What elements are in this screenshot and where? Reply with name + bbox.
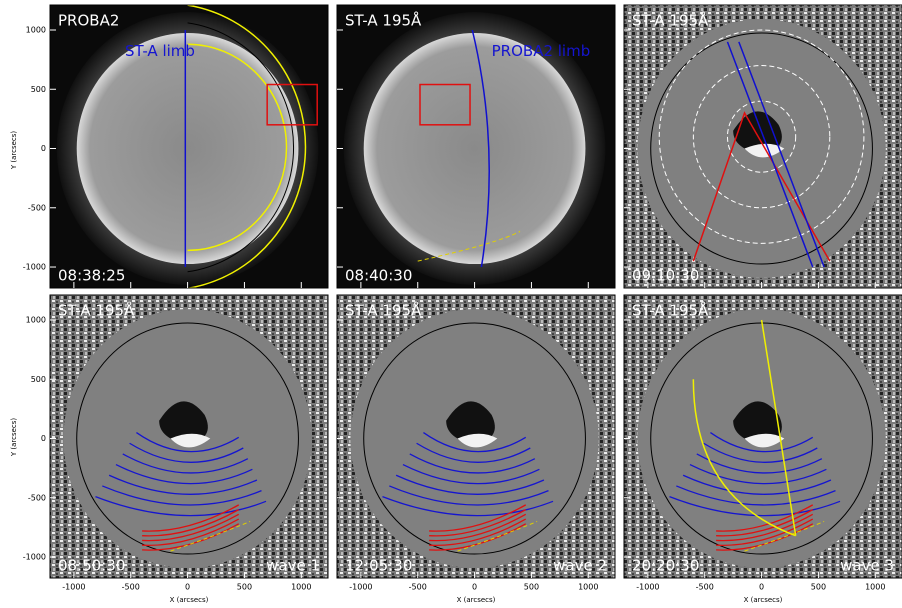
panel (337, 295, 615, 578)
x-tick-label: 0 (185, 583, 190, 592)
x-tick-label: 1000 (865, 583, 885, 592)
x-tick-label: 0 (472, 583, 477, 592)
x-tick-label: 1000 (291, 583, 311, 592)
y-tick-label: -500 (28, 203, 46, 212)
time-label: 08:50:30 (58, 557, 125, 575)
panel-label: ST-A 195Å (345, 301, 422, 320)
x-tick-label: 500 (524, 583, 539, 592)
panel-label: ST-A 195Å (345, 11, 422, 30)
y-tick-label: 1000 (26, 316, 46, 325)
panel-label: ST-A 195Å (58, 301, 135, 320)
limb-label: PROBA2 limb (492, 42, 591, 60)
y-tick-label: -500 (28, 493, 46, 502)
wave-label: wave 1 (266, 557, 320, 575)
x-tick-label: 500 (811, 583, 826, 592)
y-tick-label: 0 (41, 434, 46, 443)
y-axis-label: Y (arcsecs) (10, 131, 18, 171)
panel-label: PROBA2 (58, 12, 119, 30)
panel (624, 5, 902, 288)
panel (624, 295, 902, 578)
panel-label: ST-A 195Å (632, 301, 709, 320)
x-tick-label: -500 (409, 583, 427, 592)
limb-label: ST-A limb (125, 42, 195, 60)
y-tick-label: -1000 (23, 263, 46, 272)
time-label: 20:20:30 (632, 557, 699, 575)
x-tick-label: -1000 (62, 583, 85, 592)
x-tick-label: 500 (237, 583, 252, 592)
figure: Y (arcsecs) Y (arcsecs) PROBA2 ST-A limb 0… (0, 0, 902, 608)
panel-label: ST-A 195Å (632, 11, 709, 30)
time-label: 09:10:30 (632, 267, 699, 285)
solar-disk (364, 33, 586, 264)
time-label: 12:05:30 (345, 557, 412, 575)
x-tick-label: 1000 (578, 583, 598, 592)
y-tick-label: 1000 (26, 26, 46, 35)
y-axis-label: Y (arcsecs) (10, 418, 18, 458)
wave-label: wave 2 (553, 557, 607, 575)
x-tick-label: 0 (759, 583, 764, 592)
wave-label: wave 3 (840, 557, 894, 575)
y-tick-label: 0 (41, 144, 46, 153)
y-tick-label: 500 (31, 85, 46, 94)
y-tick-label: -1000 (23, 553, 46, 562)
panel (50, 295, 328, 578)
x-axis-label: X (arcsecs) (170, 596, 209, 604)
time-label: 08:38:25 (58, 267, 125, 285)
x-axis-label: X (arcsecs) (457, 596, 496, 604)
x-axis-label: X (arcsecs) (744, 596, 783, 604)
x-tick-label: -500 (122, 583, 140, 592)
time-label: 08:40:30 (345, 267, 412, 285)
x-tick-label: -1000 (349, 583, 372, 592)
x-tick-label: -1000 (636, 583, 659, 592)
y-tick-label: 500 (31, 375, 46, 384)
x-tick-label: -500 (696, 583, 714, 592)
